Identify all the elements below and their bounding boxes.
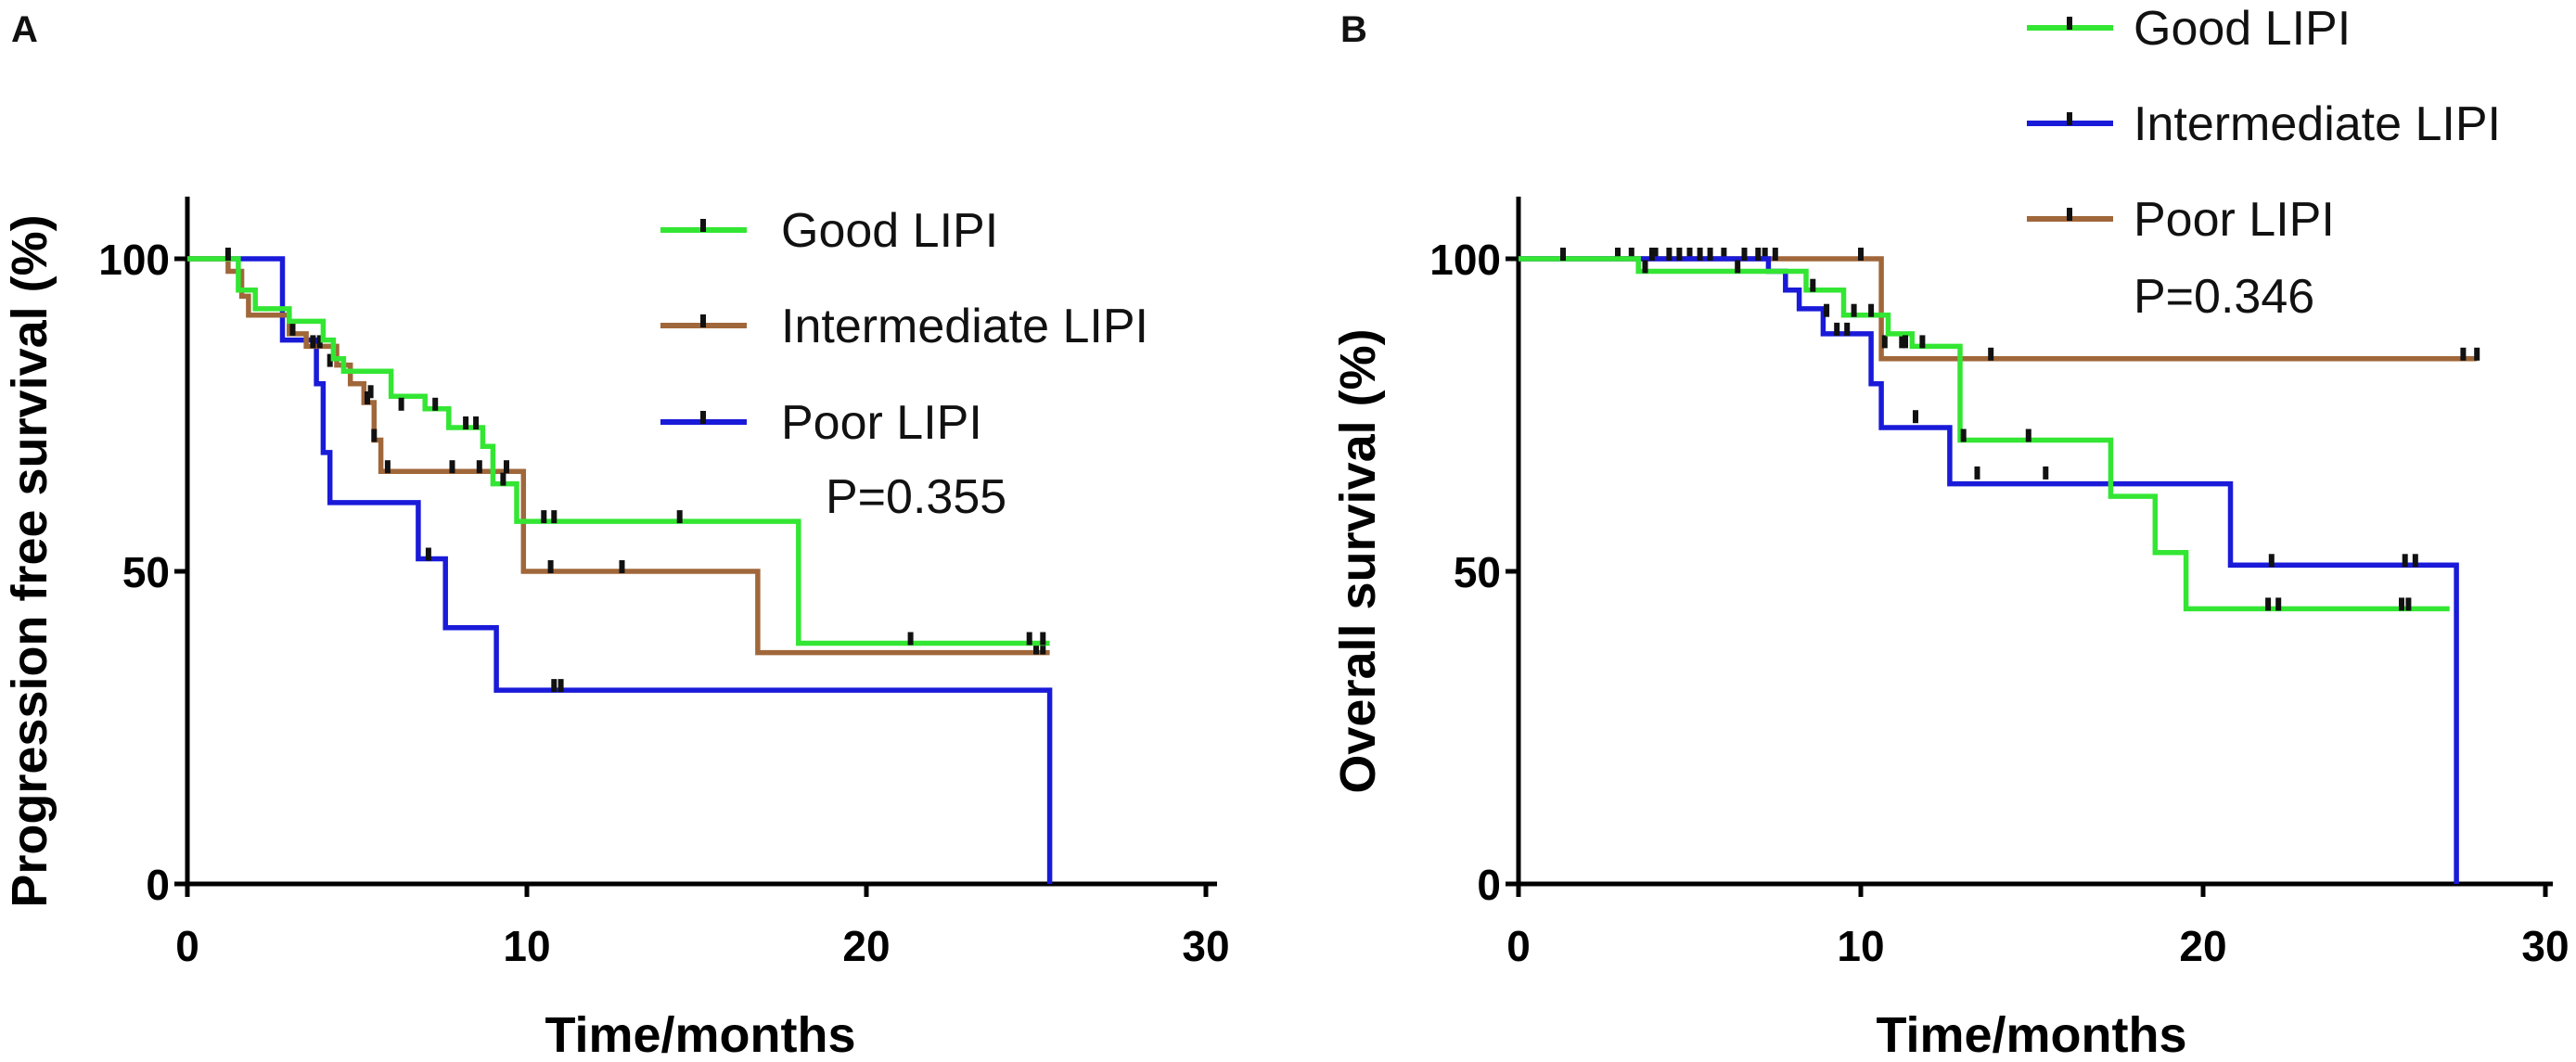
panel-b-legend-label-good: Good LIPI <box>2134 2 2351 56</box>
panel-b-x-ticks: 0 10 20 30 <box>1506 884 2570 970</box>
panel-a-x-tick-label-30: 30 <box>1182 922 1229 970</box>
panel-b-curve-good <box>1519 256 2450 612</box>
panel-b-y-tick-label-100: 100 <box>1429 236 1501 284</box>
panel-a-x-ticks: 0 10 20 30 <box>175 884 1230 970</box>
panel-a-legend-label-poor: Poor LIPI <box>781 396 982 450</box>
panel-a-x-tick-label-0: 0 <box>175 922 199 970</box>
panel-b-legend-label-intermediate: Intermediate LIPI <box>2134 97 2501 151</box>
panel-a-legend-label-good: Good LIPI <box>781 204 998 258</box>
panel-b-x-tick-label-30: 30 <box>2521 922 2569 970</box>
panel-b-curve-intermediate <box>1519 256 2459 884</box>
panel-b-legend-item-good: Good LIPI <box>2027 2 2351 56</box>
panel-a-legend-item-poor: Poor LIPI <box>660 396 982 450</box>
panel-a-x-tick-label-20: 20 <box>842 922 890 970</box>
panel-a-plot-area <box>187 248 1053 884</box>
panel-a-y-tick-label-0: 0 <box>146 861 170 909</box>
panel-b-y-tick-label-0: 0 <box>1477 861 1501 909</box>
panel-b-y-ticks: 0 50 100 <box>1429 236 1519 909</box>
panel-a-x-tick-label-10: 10 <box>503 922 550 970</box>
panel-b-x-tick-label-20: 20 <box>2179 922 2226 970</box>
panel-a-legend-label-intermediate: Intermediate LIPI <box>781 300 1148 353</box>
panel-a-y-axis-title: Progression free survival (%) <box>2 214 58 907</box>
panel-b-y-tick-label-50: 50 <box>1454 548 1501 596</box>
panel-a-y-ticks: 0 50 100 <box>98 236 187 909</box>
panel-b-x-tick-label-10: 10 <box>1837 922 1884 970</box>
panel-b-plot-area <box>1519 248 2480 884</box>
panel-a-legend-item-intermediate: Intermediate LIPI <box>660 300 1148 353</box>
panel-b-label: B <box>1340 9 1367 50</box>
panel-b-x-tick-label-0: 0 <box>1506 922 1531 970</box>
panel-b-legend-item-poor: Poor LIPI <box>2027 193 2335 247</box>
panel-b: B Overall survival (%) Time/months 0 50 … <box>1330 2 2570 1062</box>
panel-a-p-value: P=0.355 <box>826 470 1006 524</box>
panel-a-legend: Good LIPI Intermediate LIPI Poor LIPI P=… <box>660 204 1148 524</box>
panel-a-y-tick-label-50: 50 <box>122 548 170 596</box>
panel-b-x-axis-title: Time/months <box>1876 1007 2186 1062</box>
panel-b-legend-label-poor: Poor LIPI <box>2134 193 2335 247</box>
panel-a-x-axis-title: Time/months <box>545 1007 855 1062</box>
panel-b-legend: Good LIPI Intermediate LIPI Poor LIPI P=… <box>2027 2 2501 324</box>
panel-a-y-tick-label-100: 100 <box>98 236 170 284</box>
panel-b-legend-item-intermediate: Intermediate LIPI <box>2027 97 2501 151</box>
panel-b-p-value: P=0.346 <box>2134 270 2314 324</box>
panel-b-y-axis-title: Overall survival (%) <box>1330 328 1386 793</box>
panel-a-legend-item-good: Good LIPI <box>660 204 998 258</box>
panel-a: A Progression free survival (%) Time/mon… <box>2 9 1230 1062</box>
panel-a-label: A <box>11 9 38 50</box>
